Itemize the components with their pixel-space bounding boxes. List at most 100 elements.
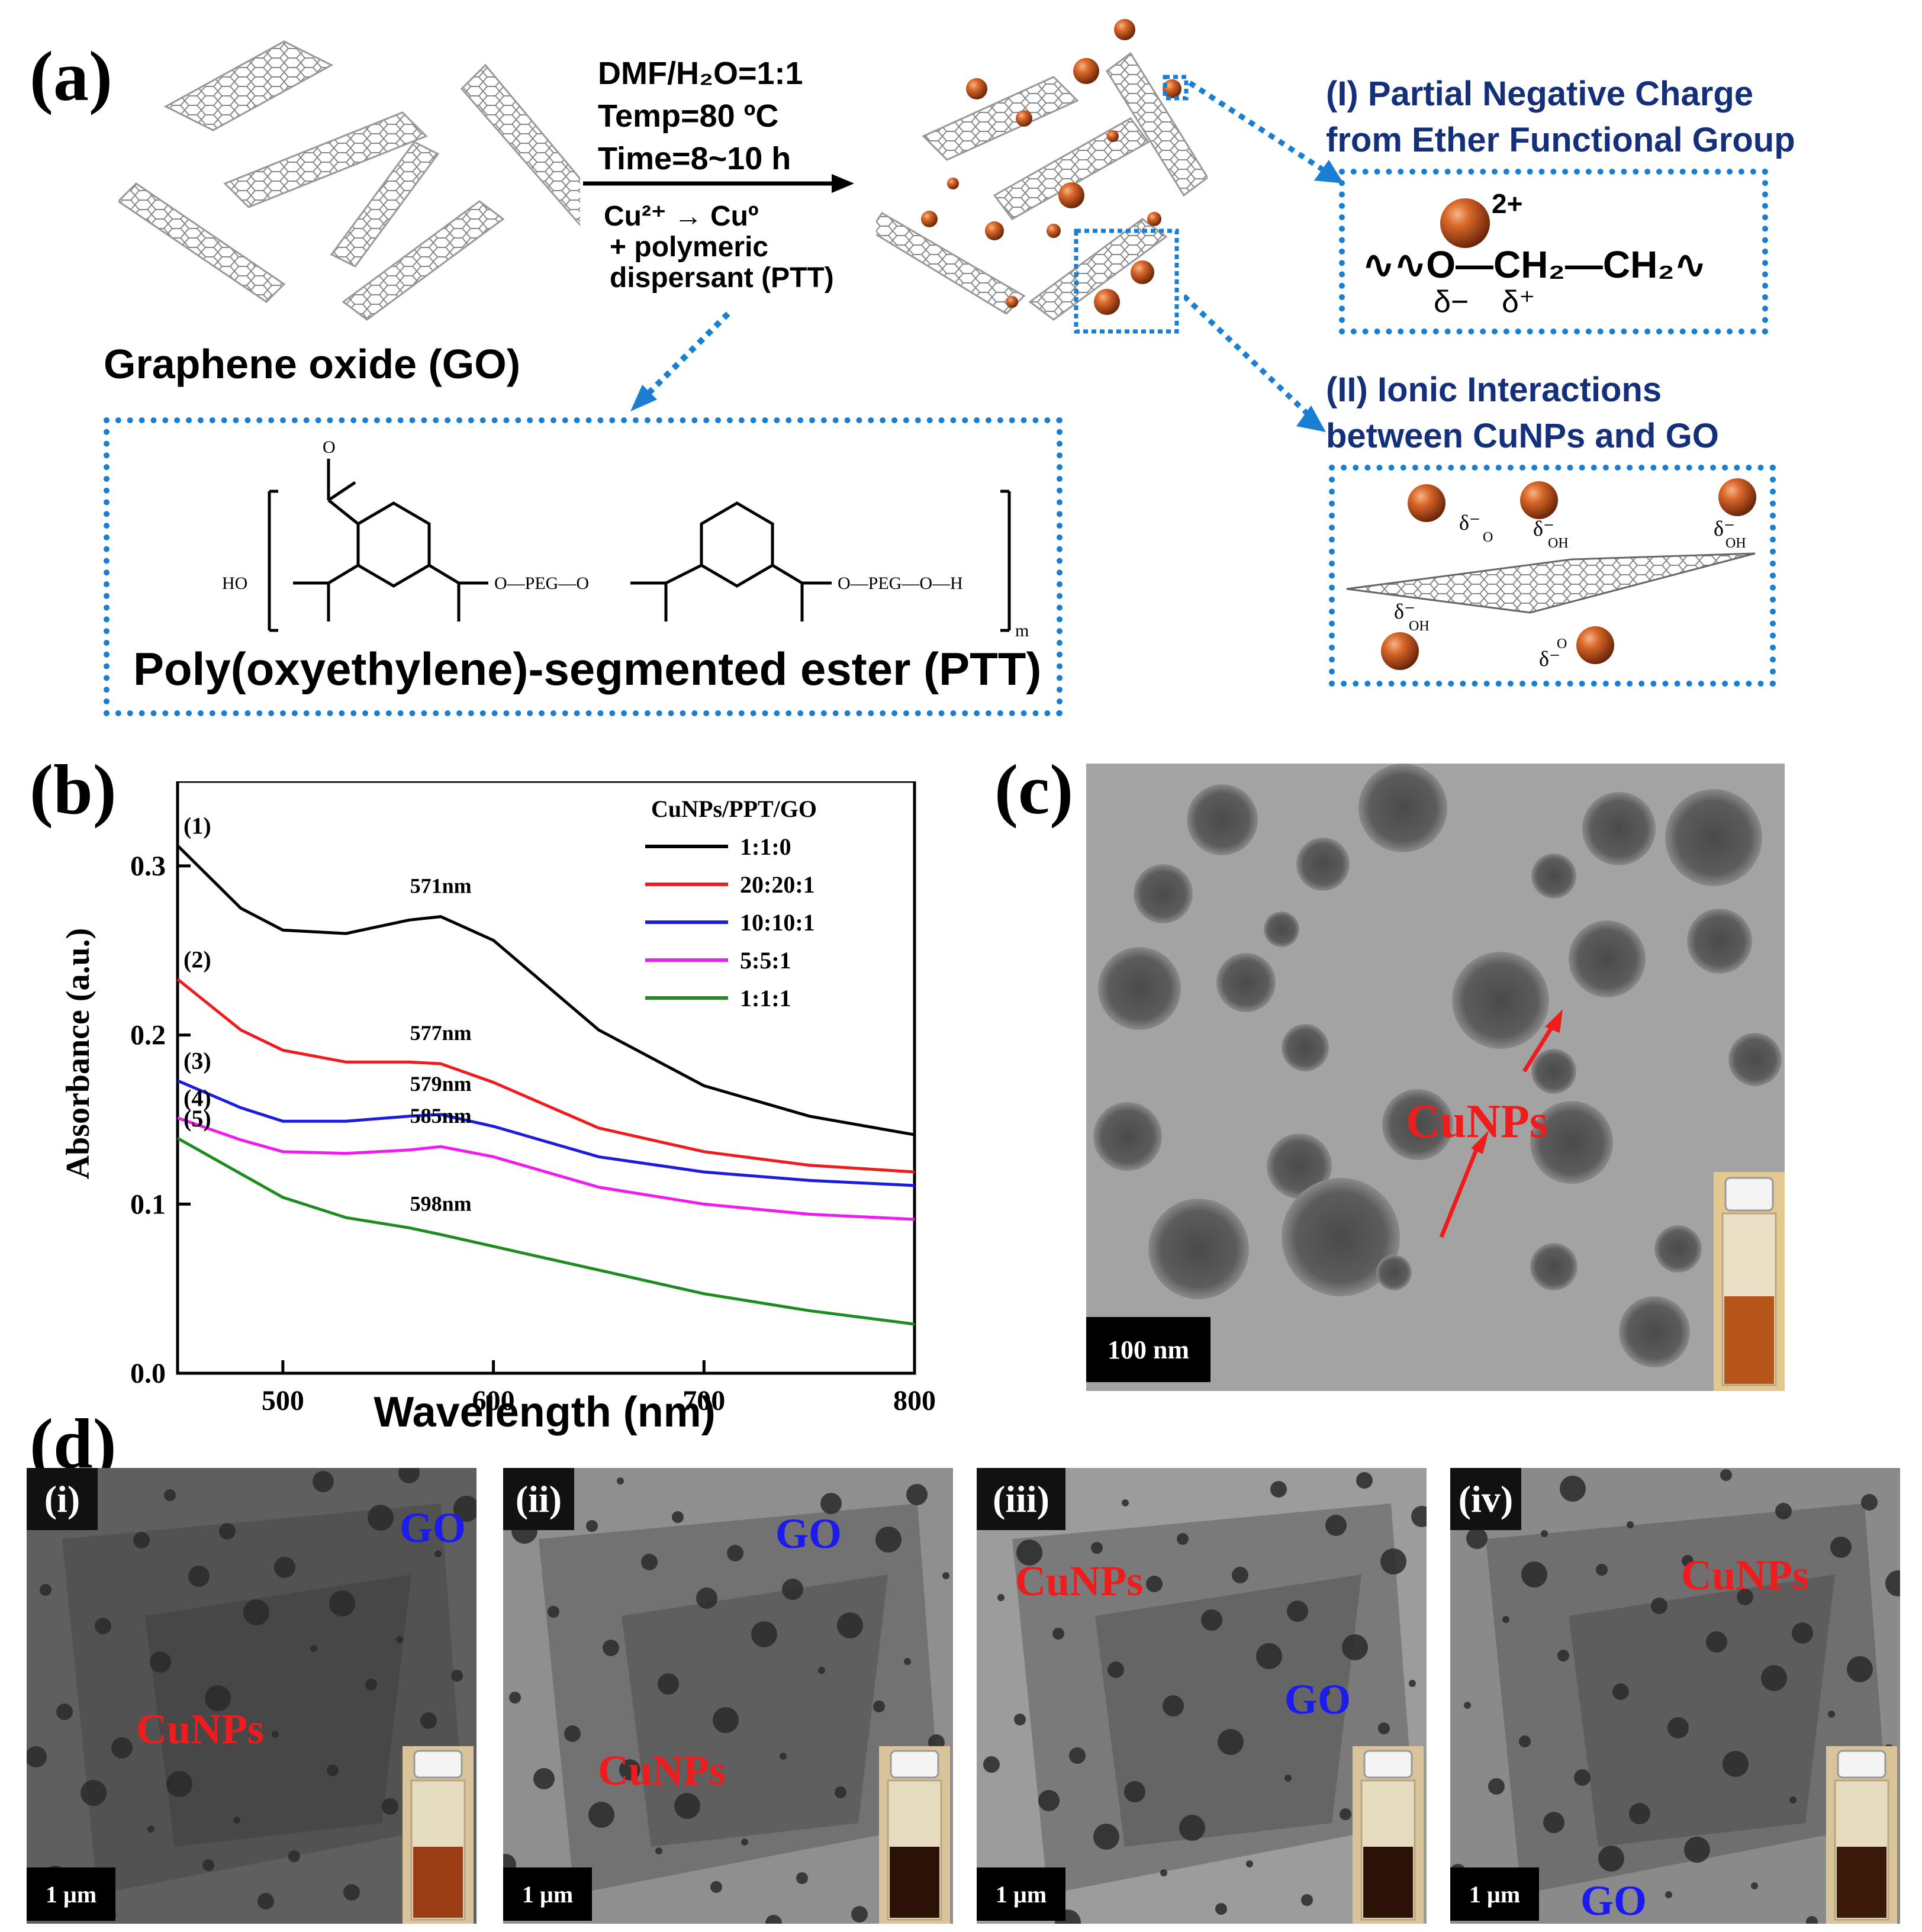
condition-temperature: Temp=80 ºC [598,98,779,134]
detail-pointer-arrows [1184,80,1344,432]
scale-bar-d-3: 1 µm [977,1867,1065,1921]
peak-label-577nm: 577nm [410,1021,472,1045]
panel-a-label: (a) [30,37,112,115]
ptt-name: Poly(oxyethylene)-segmented ester (PTT) [133,643,1042,695]
box-2-delta-2: δ⁻ [1533,517,1554,540]
go-label-d-1: GO [400,1504,466,1551]
legend-label-1:1:1: 1:1:1 [740,985,791,1012]
vial-d-4 [1826,1746,1897,1924]
legend-label-20:20:1: 20:20:1 [740,871,815,898]
y-axis-label: Absorbance (a.u.) [60,928,96,1180]
scale-bar-d-4: 1 µm [1450,1867,1539,1921]
cunps-label-d-2: CuNPs [598,1747,726,1794]
ether-formula: ∿∿O—CH₂—CH₂∿ [1363,243,1707,286]
ether-charge-box: 2+ ∿∿O—CH₂—CH₂∿ δ− δ⁺ [1339,169,1768,334]
series-tag-(4): (4) [183,1085,211,1112]
cunps-on-go-illustration [876,19,1208,334]
peak-label-585nm: 585nm [410,1104,472,1128]
tem-d-tag-4: (iv) [1450,1468,1521,1530]
legend-label-5:5:1: 5:5:1 [740,947,791,974]
tem-image-c: CuNPs 100 nm [1086,764,1785,1391]
vial-d-3 [1353,1746,1424,1924]
series-line-20:20:1 [176,978,915,1174]
box-2-delta-4: δ⁻ [1394,600,1415,623]
tem-texture-d-3 [977,1468,1427,1924]
panel-c-label: (c) [994,750,1074,829]
graphene-oxide-sheets-illustration [118,40,580,321]
y-tick-label-0.3: 0.3 [130,851,166,882]
x-tick-label-600: 600 [472,1385,515,1416]
box-2-o-1: O [1483,530,1493,545]
ptt-peg-1: O—PEG—O [494,574,589,593]
x-tick-label-700: 700 [682,1385,725,1416]
graphene-oxide-label: Graphene oxide (GO) [104,341,520,387]
x-tick-label-500: 500 [262,1385,304,1416]
tem-image-d-4: (iv) 1 µm CuNPs GO [1450,1468,1900,1924]
ptt-ho-text: HO [222,574,247,593]
copper-ion-charge: 2+ [1492,188,1523,219]
scale-bar-d-2: 1 µm [503,1867,592,1921]
series-tag-(2): (2) [183,946,211,973]
condition-solvent: DMF/H₂O=1:1 [598,56,803,91]
box-2-title-line-1: (II) Ionic Interactions [1326,371,1662,409]
box-1-title-line-2: from Ether Functional Group [1326,121,1795,159]
vial-c [1714,1172,1785,1391]
box-2-oh-1: OH [1548,536,1569,551]
tem-d-tag-2: (ii) [503,1468,574,1530]
peak-label-571nm: 571nm [410,874,472,898]
y-tick-label-0.2: 0.2 [130,1020,166,1051]
cunps-label-d-1: CuNPs [136,1705,265,1753]
vial-d-1 [403,1746,474,1924]
box-2-delta-3: δ⁻ [1714,517,1735,540]
tem-image-d-3: (iii) 1 µm CuNPs GO [977,1468,1427,1924]
series-line-5:5:1 [177,1116,915,1221]
series-line-1:1:0 [176,844,915,1136]
tem-texture-d-1 [27,1468,477,1924]
series-tag-(5): (5) [183,1105,211,1132]
tem-d-tag-1: (i) [27,1468,98,1530]
ionic-interaction-box: δ⁻ δ⁻ δ⁻ δ⁻ δ⁻ OH OH OH O O [1329,465,1776,687]
plot-frame [176,781,916,1375]
x-axis-label: Wavelength (nm) [374,1389,715,1436]
tem-texture-d-2 [503,1468,953,1924]
peak-label-579nm: 579nm [410,1072,472,1096]
scale-bar-c: 100 nm [1086,1317,1210,1382]
go-label-d-2: GO [775,1510,842,1557]
box-2-oh-2: OH [1725,536,1746,551]
delta-minus: δ− [1434,285,1469,319]
tem-image-d-2: (ii) 1 µm CuNPs GO [503,1468,953,1924]
cunps-label-d-4: CuNPs [1681,1551,1810,1599]
condition-time: Time=8~10 h [598,141,791,176]
box-2-delta-1: δ⁻ [1459,511,1480,534]
legend-label-10:10:1: 10:10:1 [740,909,815,936]
scale-bar-d-1: 1 µm [27,1867,115,1921]
delta-plus: δ⁺ [1502,285,1535,319]
vial-d-2 [879,1746,950,1924]
absorbance-chart: 500 600 700 800 0.0 0.1 0.2 0.3 (1) 571nm 1:1:0 (2)… [60,781,936,1436]
box-2-title-line-2: between CuNPs and GO [1326,417,1719,455]
box-2-oh-3: OH [1409,619,1430,634]
cunps-label-c: CuNPs [1406,1096,1548,1148]
reduction-equation: Cu²⁺ → Cuº [604,201,759,232]
series-line-1:1:1 [176,1136,915,1326]
polymeric-text: + polymeric [610,231,769,263]
dispersant-text: dispersant (PTT) [610,262,834,294]
box-2-o-2: O [1557,636,1567,652]
legend-label-1:1:0: 1:1:0 [740,833,791,860]
tem-texture-d-4 [1450,1468,1900,1924]
go-label-d-3: GO [1284,1676,1351,1723]
x-tick-label-800: 800 [893,1385,936,1416]
tem-d-tag-3: (iii) [977,1468,1065,1530]
panel-b-label: (b) [30,750,117,829]
ptt-structure-box: HO O O—PEG—O O—PEG—O—H m Poly(oxyethylen… [104,417,1063,716]
reaction-arrow [583,174,854,193]
ptt-repeat-m: m [1015,621,1029,636]
peak-label-598nm: 598nm [410,1192,472,1216]
series-tag-(1): (1) [183,813,211,839]
ptt-o-top: O [323,437,336,457]
ptt-peg-2: O—PEG—O—H [838,574,963,593]
series-line-10:10:1 [177,1079,915,1187]
y-tick-label-0.0: 0.0 [130,1358,166,1389]
cunps-label-d-3: CuNPs [1015,1557,1144,1605]
ptt-pointer-arrow [630,311,730,411]
